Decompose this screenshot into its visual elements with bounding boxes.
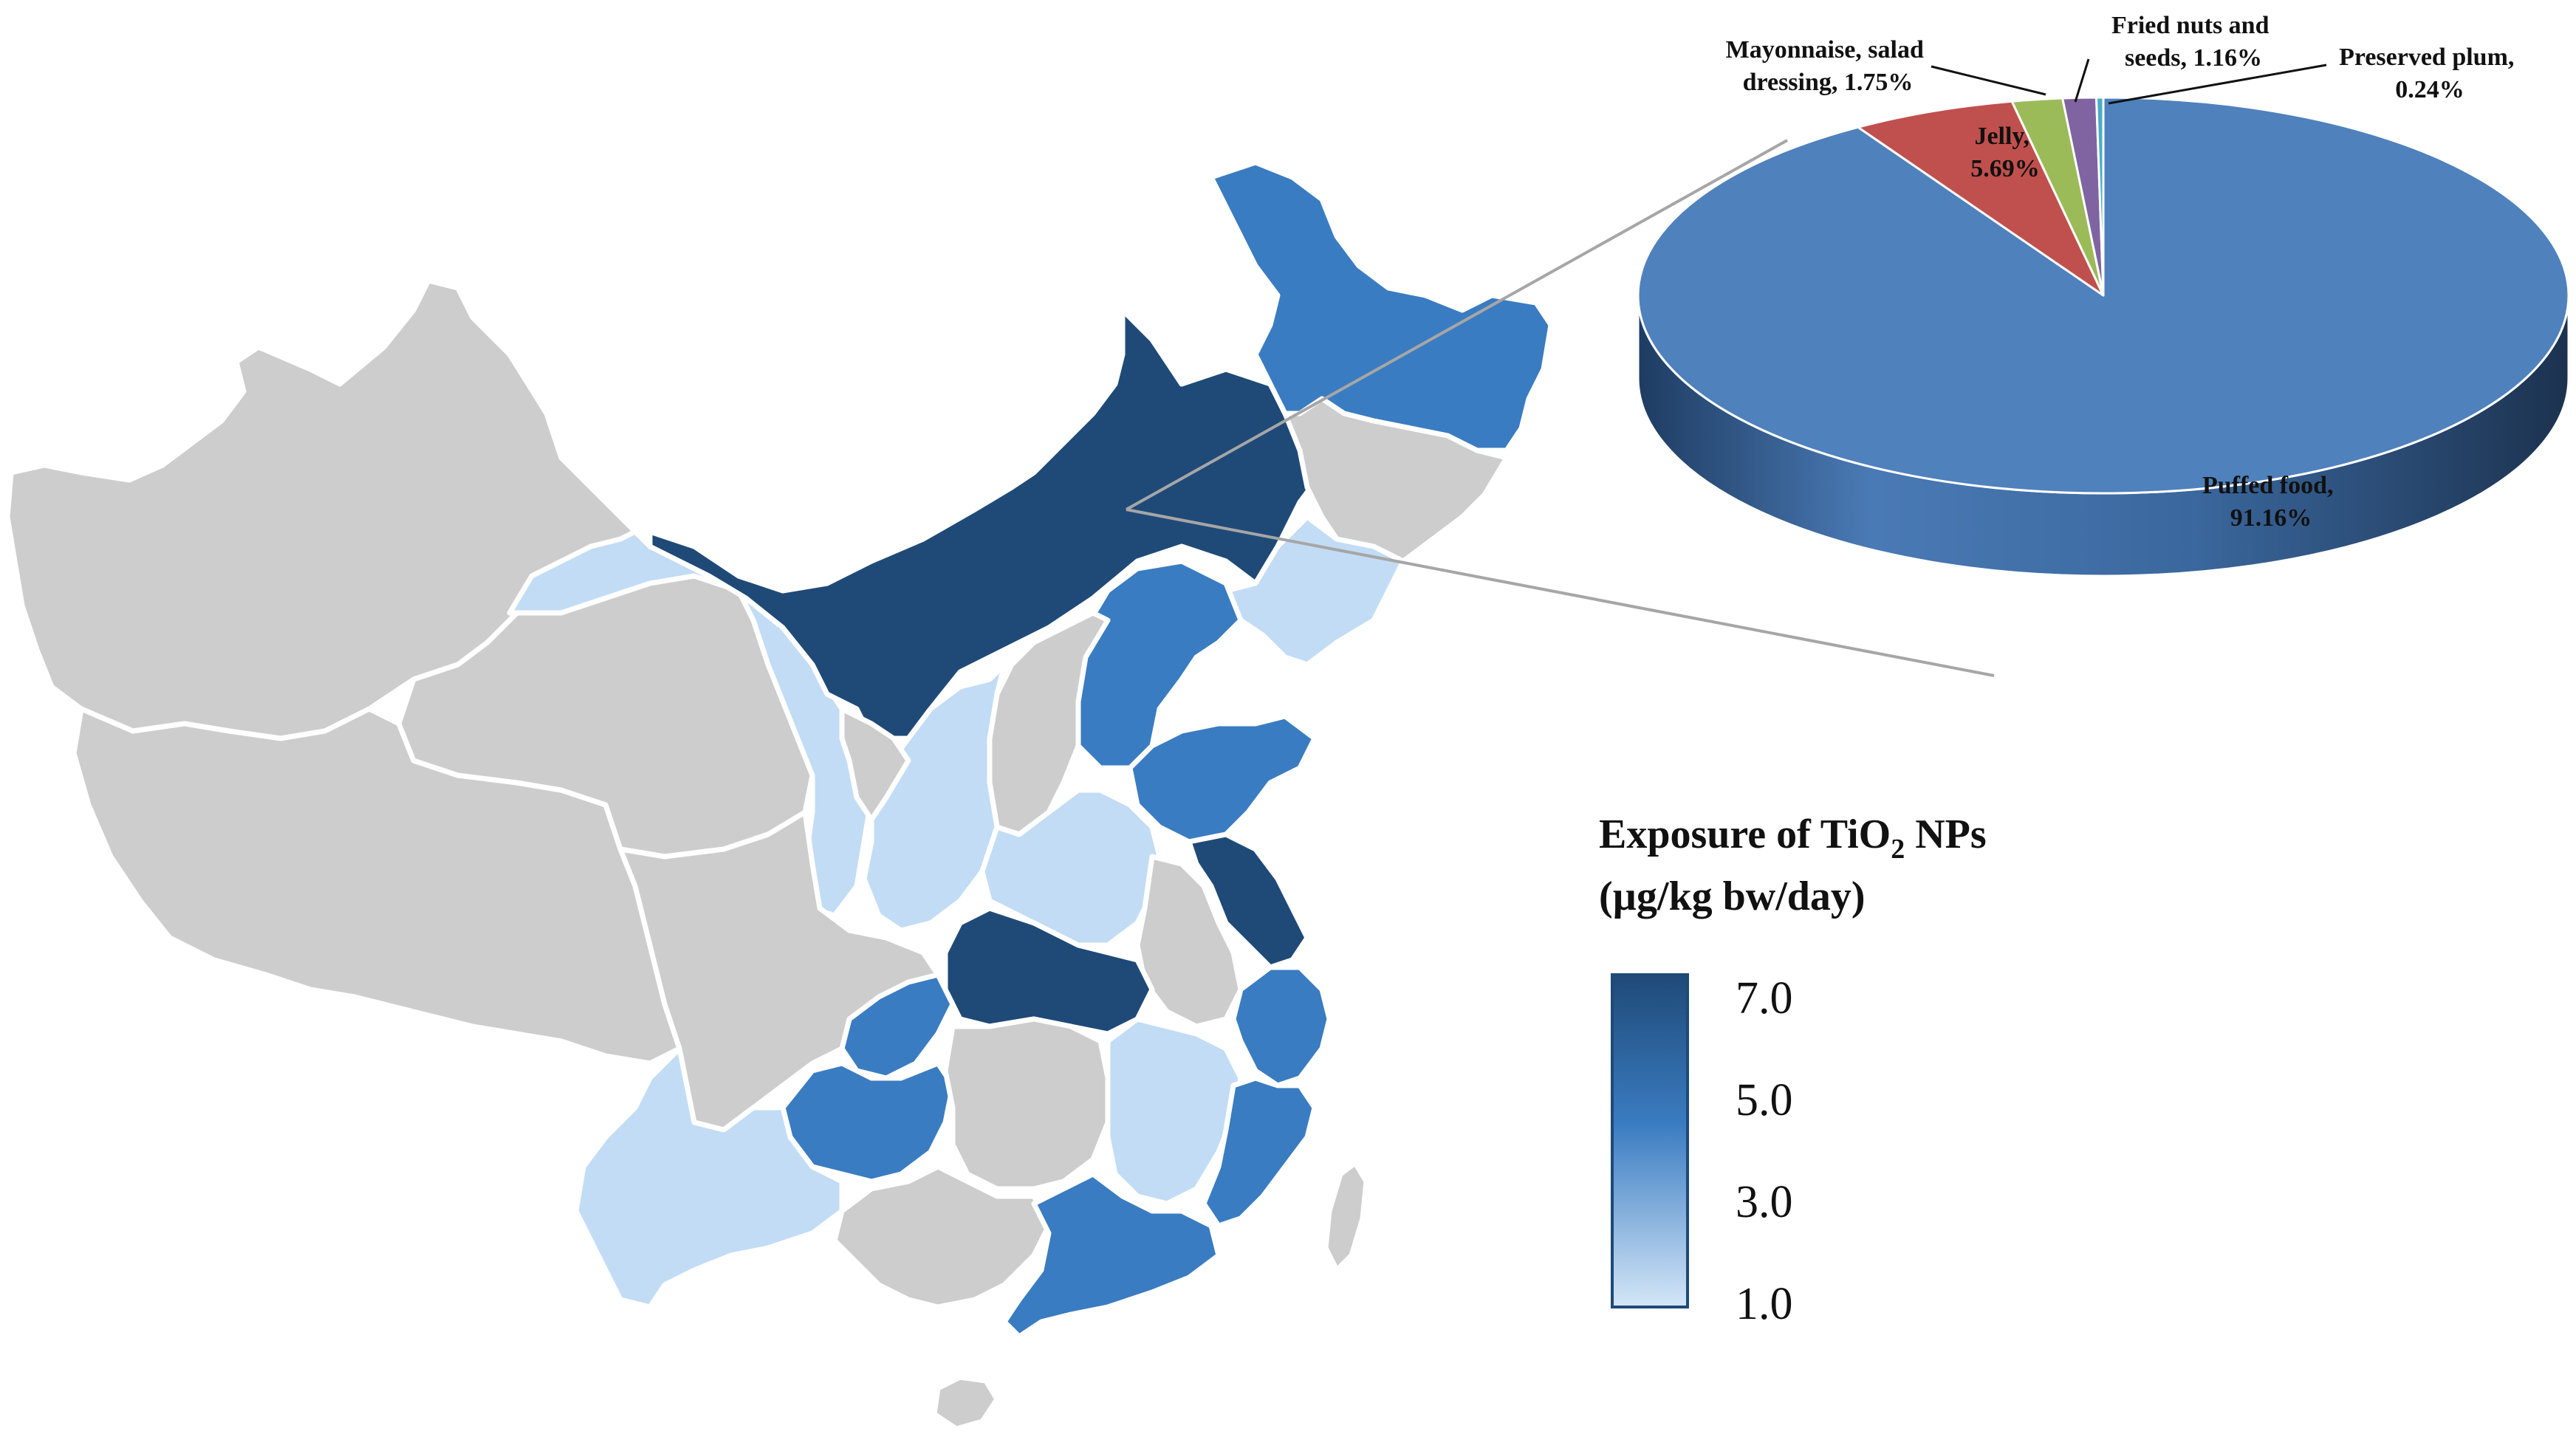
pie-chart-3d <box>1637 96 2570 577</box>
pie-label-preserved-plum-line2: 0.24% <box>2395 76 2464 103</box>
province-ningxia <box>839 706 911 823</box>
province-fujian <box>1201 1075 1318 1229</box>
pie-slice-jelly <box>1857 100 2105 297</box>
pie-label-fried-nuts: Fried nuts and seeds, 1.16% <box>2111 12 2275 72</box>
pie-label-jelly: Jelly, 5.69% <box>1970 123 2040 182</box>
callout-lines <box>1126 139 1995 677</box>
province-guangxi <box>832 1164 1052 1310</box>
province-hainan <box>931 1374 1000 1432</box>
leader-line-mayonnaise <box>1931 65 2046 96</box>
pie-label-jelly-line2: 5.69% <box>1970 155 2040 182</box>
pie-label-puffed-food: Puffed food, 91.16% <box>2202 472 2340 532</box>
pie-label-fried-nuts-line1: Fried nuts and <box>2111 12 2270 39</box>
province-jiangxi <box>1105 1016 1244 1207</box>
pie-label-preserved-plum: Preserved plum, 0.24% <box>2339 44 2521 103</box>
callout-line-upper <box>1126 139 1788 511</box>
pie-label-mayonnaise-line1: Mayonnaise, salad <box>1726 36 1924 64</box>
legend-title-line2: (µg/kg bw/day) <box>1599 874 1866 919</box>
color-legend: Exposure of TiO2 NPs (µg/kg bw/day) 7.0 … <box>1599 812 1987 1329</box>
pie-leader-lines <box>1931 58 2327 105</box>
pie-label-jelly-line1: Jelly, <box>1974 123 2029 150</box>
province-yunnan <box>573 1046 845 1310</box>
callout-line-lower <box>1126 508 1995 677</box>
pie-slices <box>1637 96 2570 495</box>
pie-slice-preserved-plum <box>2095 96 2105 297</box>
legend-title-subscript: 2 <box>1891 834 1905 865</box>
leader-line-preserved-plum <box>2108 64 2327 105</box>
pie-label-puffed-food-line1: Puffed food, <box>2202 472 2334 499</box>
legend-tick-1: 1.0 <box>1736 1279 1793 1329</box>
legend-color-bar <box>1611 973 1689 1308</box>
legend-title-tail: NPs <box>1905 812 1986 857</box>
province-anhui <box>1134 854 1244 1029</box>
legend-tick-7: 7.0 <box>1736 973 1793 1023</box>
pie-label-preserved-plum-line1: Preserved plum, <box>2339 44 2514 71</box>
legend-tick-5: 5.0 <box>1736 1075 1793 1125</box>
china-choropleth-map <box>4 159 1554 1432</box>
province-guangdong <box>1001 1171 1222 1339</box>
pie-label-puffed-food-line2: 91.16% <box>2230 504 2312 532</box>
province-jilin <box>1282 396 1510 564</box>
legend-tick-3: 3.0 <box>1736 1177 1793 1227</box>
province-zhejiang <box>1230 964 1332 1088</box>
province-heilongjiang <box>1208 159 1554 453</box>
province-taiwan <box>1323 1160 1369 1273</box>
pie-labels: Puffed food, 91.16% Jelly, 5.69% Mayonna… <box>1726 12 2521 532</box>
province-hunan <box>942 1016 1111 1192</box>
legend-title-main: Exposure of TiO <box>1599 812 1891 857</box>
province-shandong <box>1127 713 1318 845</box>
province-jiangsu <box>1186 831 1310 970</box>
pie-label-mayonnaise-line2: dressing, 1.75% <box>1743 69 1914 96</box>
leader-line-fried-nuts <box>2074 58 2090 103</box>
pie-label-fried-nuts-line2: seeds, 1.16% <box>2125 44 2262 72</box>
pie-label-mayonnaise: Mayonnaise, salad dressing, 1.75% <box>1726 36 1931 96</box>
legend-title-line1: Exposure of TiO2 NPs <box>1599 812 1987 865</box>
